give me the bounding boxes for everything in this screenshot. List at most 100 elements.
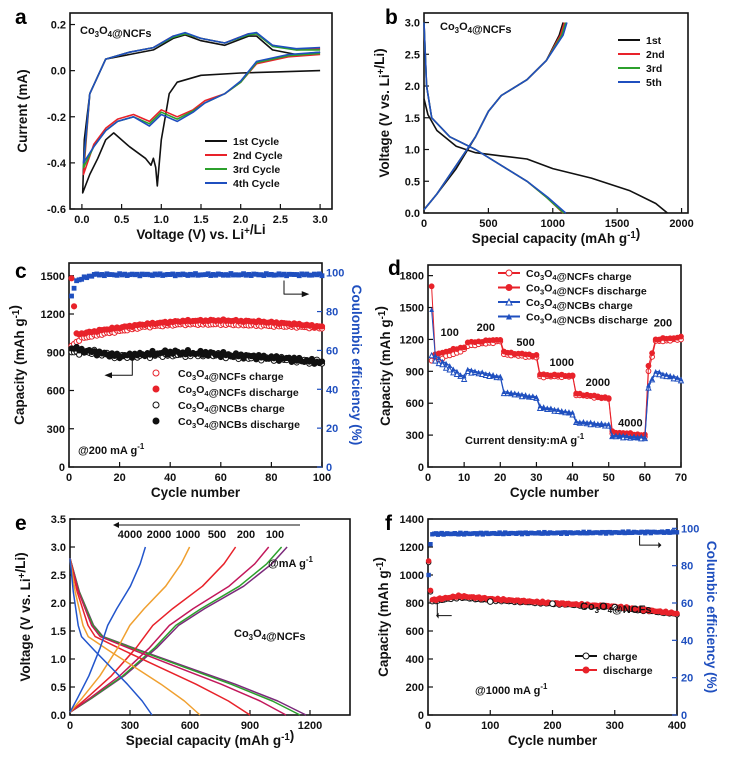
y-tick-label: 200	[406, 682, 424, 694]
data-point	[544, 405, 550, 411]
data-point	[649, 376, 655, 381]
data-point	[573, 418, 579, 424]
data-point	[165, 271, 171, 277]
x-tick-label: 100	[481, 720, 499, 732]
y-tick-label: 1200	[41, 309, 65, 321]
rate-annotation: @1000 mA g-1	[475, 682, 548, 697]
legend-label: Co3O4@NCBs charge	[178, 400, 285, 415]
arrow-head	[436, 612, 439, 619]
y-tick-label: 0	[418, 462, 424, 474]
data-point	[279, 272, 284, 278]
legend-label: discharge	[603, 665, 653, 677]
axis-arrow	[109, 353, 133, 376]
data-point	[427, 587, 434, 594]
rate-header-label: 2000	[147, 529, 171, 541]
y-axis-label: Capacity (mAh g-1)	[373, 306, 393, 426]
panel-f: 0 100 200 300 400020040060080010001200140002…	[371, 514, 719, 748]
legend-label: 5th	[646, 77, 662, 89]
data-point	[218, 271, 224, 277]
data-point	[512, 390, 518, 396]
data-point	[656, 370, 663, 378]
y2-tick-label: 40	[326, 384, 338, 396]
data-point	[505, 389, 510, 395]
y-tick-label: 1000	[400, 570, 424, 582]
data-point	[428, 542, 433, 547]
x-axis-label: Cycle number	[508, 733, 598, 748]
data-point	[248, 273, 254, 278]
y2-tick-label: 80	[681, 561, 693, 573]
data-point	[96, 272, 102, 278]
charge-curve	[423, 22, 568, 211]
y-tick-label: 2.5	[405, 49, 420, 61]
data-point	[461, 373, 467, 379]
y-tick-label: 2.0	[405, 81, 420, 93]
rate-header-label: 200	[237, 529, 255, 541]
data-point	[453, 370, 461, 377]
data-point	[127, 272, 133, 278]
y-tick-label: -0.2	[47, 112, 66, 124]
data-point	[142, 272, 148, 278]
data-point	[94, 271, 100, 277]
data-point	[205, 271, 211, 277]
legend-label: Co3O4@NCFs charge	[178, 368, 284, 383]
data-point	[523, 392, 528, 398]
data-point	[129, 271, 135, 277]
data-point	[605, 395, 612, 402]
data-point	[526, 393, 532, 399]
y2-tick-label: 60	[681, 598, 693, 610]
rate-label: 100	[441, 327, 459, 339]
data-point	[86, 273, 92, 279]
data-point	[147, 272, 153, 278]
data-point	[646, 382, 651, 388]
data-point	[256, 272, 262, 278]
x-tick-label: 900	[241, 720, 259, 732]
data-point	[251, 271, 257, 277]
panel-letter: a	[15, 6, 27, 29]
data-point	[119, 272, 125, 278]
cv-curve	[82, 31, 321, 164]
legend-label: Co3O4@NCFs discharge	[178, 384, 299, 399]
data-point	[425, 558, 432, 564]
data-point	[99, 272, 105, 277]
legend-label: charge	[603, 651, 638, 663]
panel-letter: e	[15, 512, 27, 535]
legend-marker	[152, 401, 160, 409]
panel-letter: c	[15, 260, 27, 283]
data-point	[137, 273, 143, 279]
data-point	[84, 275, 90, 281]
data-point	[231, 272, 236, 278]
data-point	[258, 272, 264, 278]
data-point	[628, 434, 633, 440]
data-point	[584, 420, 590, 426]
data-point	[223, 272, 229, 277]
data-point	[537, 403, 543, 409]
data-point	[653, 368, 659, 374]
arrow-head	[658, 542, 662, 549]
data-point	[70, 303, 78, 310]
data-point	[318, 323, 326, 330]
data-point	[294, 272, 300, 277]
data-point	[611, 603, 619, 611]
data-point	[667, 373, 673, 379]
x-axis-label: Special capacity (mAh g-1)	[472, 226, 640, 246]
y2-tick-label: 0	[681, 710, 687, 722]
data-point	[68, 275, 75, 282]
x-tick-label: 0	[421, 218, 427, 230]
rate-annotation: @200 mA g-1	[78, 442, 145, 457]
charge-curve	[69, 546, 191, 713]
data-point	[284, 273, 289, 279]
arrow-head	[301, 291, 310, 298]
rate-header-label: 1000	[176, 529, 200, 541]
legend-label: 2nd Cycle	[233, 150, 283, 162]
y-tick-label: 2.5	[51, 570, 66, 582]
y-tick-label: 1800	[400, 271, 424, 283]
y2-tick-label: 20	[326, 423, 338, 435]
legend-marker	[152, 385, 160, 393]
y-tick-label: 0.5	[51, 682, 66, 694]
y-tick-label: 0.0	[51, 710, 66, 722]
data-point	[606, 421, 612, 427]
data-point	[308, 355, 315, 363]
y-tick-label: 600	[406, 626, 424, 638]
data-point	[541, 405, 547, 411]
x-tick-label: 1.5	[193, 214, 208, 226]
